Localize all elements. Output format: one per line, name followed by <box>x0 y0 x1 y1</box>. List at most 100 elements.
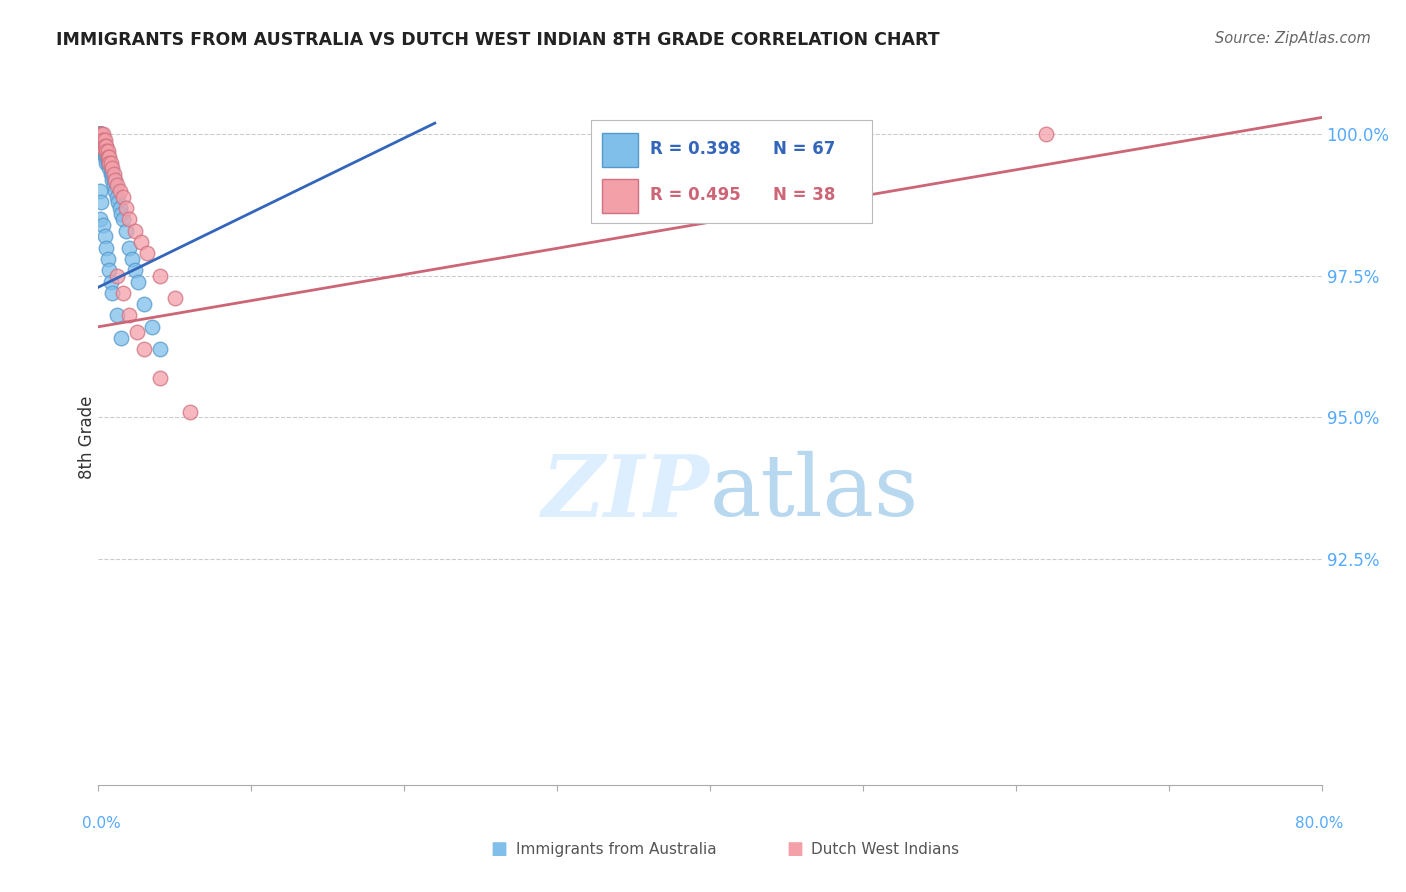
Point <box>105 309 128 323</box>
Point <box>90 133 112 147</box>
Point <box>97 145 120 159</box>
Text: Immigrants from Australia: Immigrants from Australia <box>516 842 717 856</box>
Point <box>101 161 124 176</box>
Y-axis label: 8th Grade: 8th Grade <box>77 395 96 479</box>
Point <box>98 155 121 169</box>
Point <box>94 145 117 159</box>
Point <box>127 275 149 289</box>
Text: N = 38: N = 38 <box>773 186 835 204</box>
Point <box>105 189 128 203</box>
Text: N = 67: N = 67 <box>773 140 835 158</box>
Point <box>111 189 134 203</box>
Text: 0.0%: 0.0% <box>82 816 121 830</box>
Point <box>93 229 115 244</box>
Point <box>90 133 112 147</box>
Point <box>94 145 117 159</box>
Point <box>100 161 122 176</box>
Point <box>90 138 112 153</box>
Point <box>89 128 111 142</box>
Point <box>98 263 121 277</box>
Point <box>100 167 122 181</box>
Text: 80.0%: 80.0% <box>1295 816 1343 830</box>
Point <box>104 172 127 186</box>
Point <box>90 128 112 142</box>
Point <box>179 404 201 418</box>
Point <box>90 138 112 153</box>
Text: ZIP: ZIP <box>543 451 710 534</box>
Point <box>105 178 128 193</box>
Point <box>163 292 186 306</box>
Point <box>94 155 117 169</box>
Text: atlas: atlas <box>710 451 920 534</box>
Point <box>141 319 163 334</box>
Point <box>93 145 115 159</box>
Point <box>108 184 131 198</box>
Point <box>110 331 132 345</box>
Point <box>91 218 114 232</box>
Point <box>103 167 125 181</box>
Point <box>97 150 120 164</box>
Point <box>90 195 112 210</box>
Point <box>97 155 120 169</box>
Point <box>100 275 122 289</box>
Point <box>91 145 114 159</box>
Point <box>90 128 112 142</box>
Point <box>89 138 111 153</box>
Point <box>98 161 121 176</box>
Point <box>111 212 134 227</box>
Point <box>91 138 114 153</box>
Point <box>100 155 122 169</box>
Point <box>90 138 112 153</box>
Point <box>101 172 124 186</box>
Point <box>89 128 111 142</box>
Point <box>89 133 111 147</box>
Point <box>91 128 114 142</box>
Point <box>101 285 124 300</box>
Point <box>89 184 111 198</box>
Point <box>1035 128 1057 142</box>
Point <box>94 145 117 159</box>
Point <box>118 241 141 255</box>
Point <box>124 263 146 277</box>
Text: R = 0.495: R = 0.495 <box>650 186 741 204</box>
Point <box>105 268 128 283</box>
Point <box>93 138 115 153</box>
Point <box>91 133 114 147</box>
Point <box>118 212 141 227</box>
Point <box>97 150 120 164</box>
Point <box>90 128 112 142</box>
Point <box>89 133 111 147</box>
Point <box>115 224 138 238</box>
Point <box>93 150 115 164</box>
Point <box>89 128 111 142</box>
Text: ■: ■ <box>786 840 803 858</box>
Text: IMMIGRANTS FROM AUSTRALIA VS DUTCH WEST INDIAN 8TH GRADE CORRELATION CHART: IMMIGRANTS FROM AUSTRALIA VS DUTCH WEST … <box>56 31 939 49</box>
Point <box>90 133 112 147</box>
Point <box>103 178 125 193</box>
Point <box>94 241 117 255</box>
Point <box>89 128 111 142</box>
Point <box>93 133 115 147</box>
Point <box>125 326 148 340</box>
Point <box>103 172 125 186</box>
Point <box>98 150 121 164</box>
Point <box>89 133 111 147</box>
Point <box>93 138 115 153</box>
Point <box>121 252 143 266</box>
Point <box>97 252 120 266</box>
Point <box>97 150 120 164</box>
Point <box>149 268 172 283</box>
Text: R = 0.398: R = 0.398 <box>650 140 741 158</box>
Point <box>115 201 138 215</box>
Point <box>89 128 111 142</box>
Point <box>104 184 127 198</box>
Point <box>149 370 172 384</box>
Point <box>111 285 134 300</box>
Point <box>98 155 121 169</box>
Text: Dutch West Indians: Dutch West Indians <box>811 842 959 856</box>
Point <box>107 195 129 210</box>
Point <box>94 138 117 153</box>
Bar <box>602 133 638 167</box>
Point <box>108 201 131 215</box>
Point <box>134 343 156 357</box>
